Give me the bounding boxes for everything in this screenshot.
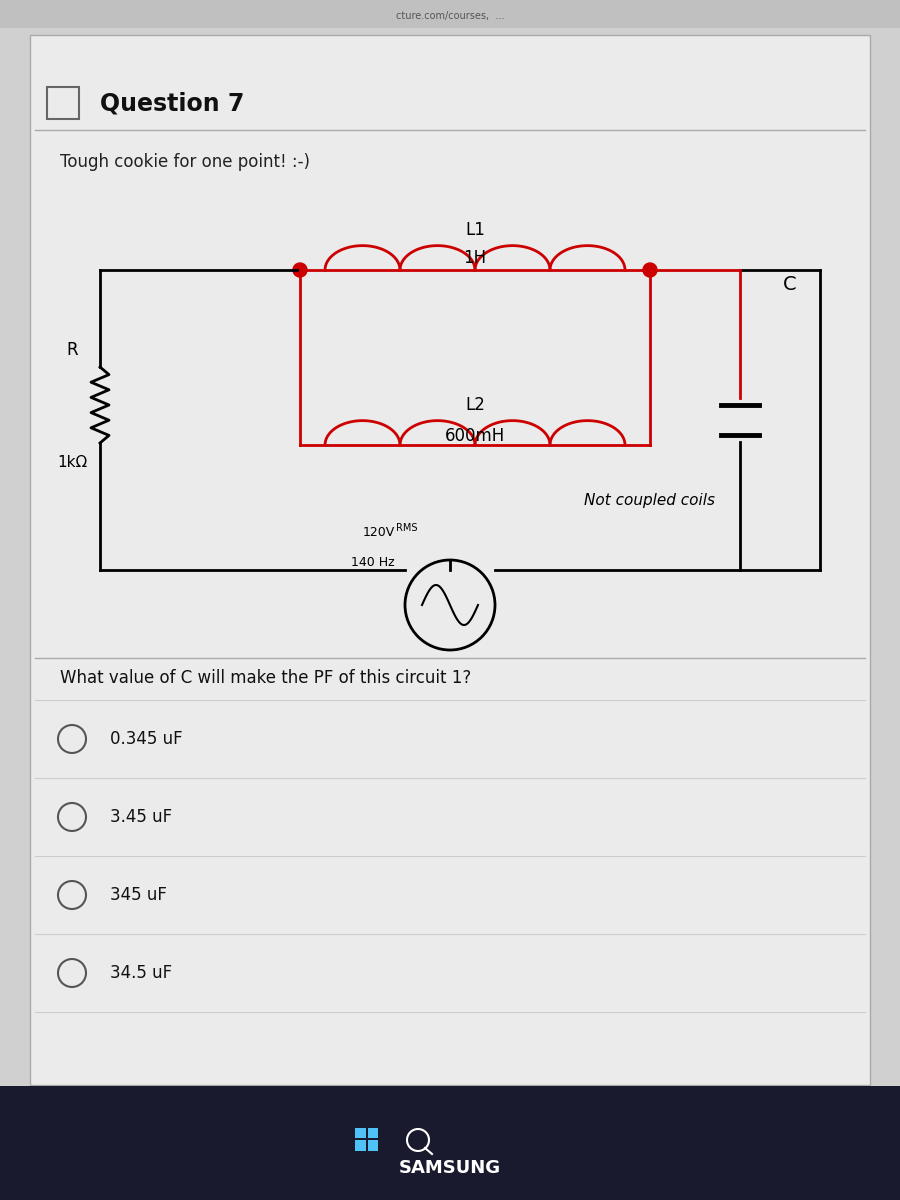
Text: Tough cookie for one point! :-): Tough cookie for one point! :-) bbox=[60, 152, 310, 170]
Text: R: R bbox=[67, 341, 77, 359]
Text: L2: L2 bbox=[465, 396, 485, 414]
Text: RMS: RMS bbox=[396, 523, 418, 533]
Bar bbox=[355, 1140, 365, 1151]
Text: 120V: 120V bbox=[363, 527, 395, 540]
Text: 34.5 uF: 34.5 uF bbox=[110, 964, 172, 982]
Text: 3.45 uF: 3.45 uF bbox=[110, 808, 172, 826]
Text: L1: L1 bbox=[465, 221, 485, 239]
Text: 600mH: 600mH bbox=[445, 427, 505, 445]
Bar bbox=[0, 0, 900, 28]
Text: SAMSUNG: SAMSUNG bbox=[399, 1159, 501, 1177]
Bar bbox=[0, 1086, 900, 1200]
Text: cture.com/courses,  ...: cture.com/courses, ... bbox=[396, 11, 504, 20]
Text: 345 uF: 345 uF bbox=[110, 886, 166, 904]
Text: Not coupled coils: Not coupled coils bbox=[584, 492, 716, 508]
Text: 140 Hz: 140 Hz bbox=[351, 557, 395, 570]
Text: C: C bbox=[783, 275, 796, 294]
FancyBboxPatch shape bbox=[47, 86, 79, 119]
FancyBboxPatch shape bbox=[30, 35, 870, 1085]
Text: 0.345 uF: 0.345 uF bbox=[110, 730, 183, 748]
Text: Question 7: Question 7 bbox=[100, 91, 245, 115]
Circle shape bbox=[293, 263, 307, 277]
Text: 1kΩ: 1kΩ bbox=[57, 456, 87, 470]
Bar bbox=[368, 1128, 378, 1138]
Circle shape bbox=[643, 263, 657, 277]
Text: What value of C will make the PF of this circuit 1?: What value of C will make the PF of this… bbox=[60, 670, 472, 686]
Text: 1H: 1H bbox=[464, 248, 487, 266]
Bar bbox=[355, 1128, 365, 1138]
Bar bbox=[368, 1140, 378, 1151]
